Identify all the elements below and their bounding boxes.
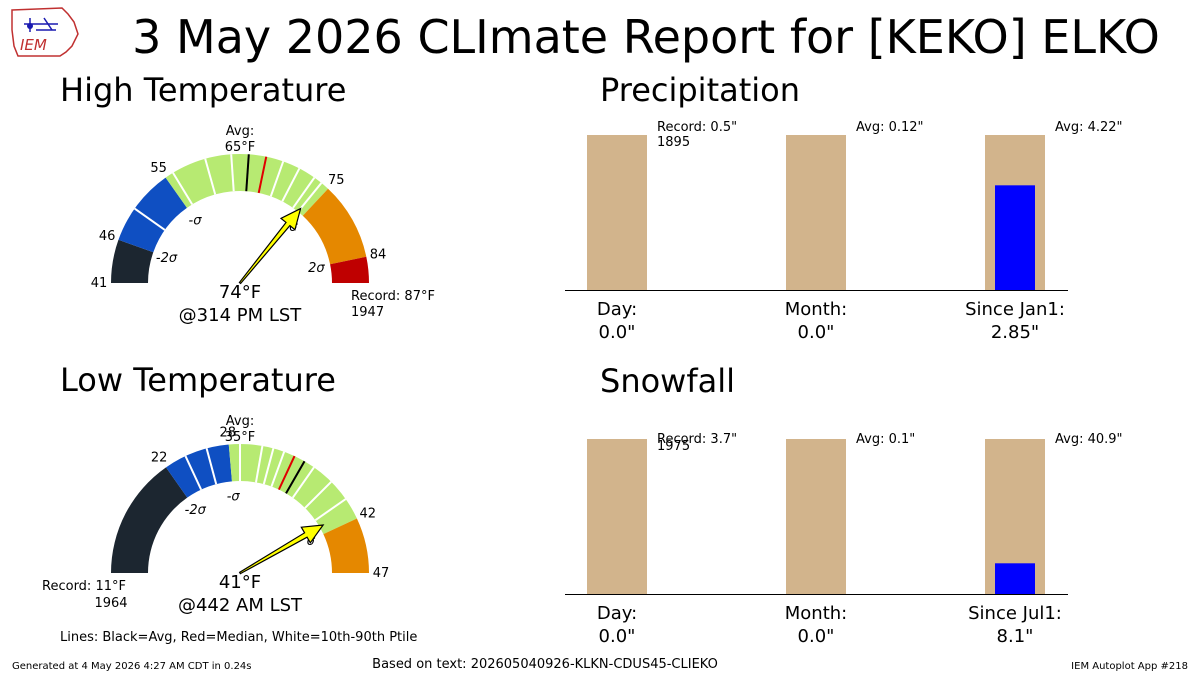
gauge-sigma-label: -2σ — [185, 503, 207, 518]
ptile-line — [292, 177, 316, 209]
low-temp-title: Low Temperature — [60, 361, 336, 399]
ptile-line — [134, 207, 166, 231]
high-temp-observed: 74°F — [219, 282, 261, 303]
gauge-tick-label: 55 — [150, 161, 167, 176]
gauge-band — [228, 444, 357, 535]
snowfall-record-year: 1975 — [657, 439, 690, 454]
low-temp-avg-label: Avg: — [226, 414, 254, 429]
gauge-tick-label: 41 — [91, 276, 108, 291]
low-temp-record: Record: 11°F — [42, 579, 126, 594]
bar-value-label: 0.0" — [798, 322, 835, 343]
ptile-line — [184, 455, 203, 491]
bar-value-label: 0.0" — [599, 626, 636, 647]
ptile-line — [254, 445, 264, 483]
bar-avg-label: Avg: 40.9" — [1055, 432, 1123, 447]
lines-legend-note: Lines: Black=Avg, Red=Median, White=10th… — [60, 630, 417, 645]
high-temp-title: High Temperature — [60, 71, 346, 109]
snowfall-chart: Snowfall Day:0.0"Record: 3.7"Month:0.0"A… — [565, 362, 1123, 647]
footer-based-on: Based on text: 202605040926-KLKN-CDUS45-… — [372, 657, 718, 672]
ptile-line — [205, 448, 218, 485]
ptile-line — [172, 172, 194, 205]
avg-bar — [587, 135, 647, 290]
gauge-needle — [238, 524, 325, 575]
avg-line — [245, 154, 250, 192]
bar-value-label: 2.85" — [991, 322, 1039, 343]
gauge-tick-label: 42 — [360, 506, 377, 521]
bar-value-label: 0.0" — [798, 626, 835, 647]
high-temp-record: Record: 87°F — [351, 289, 435, 304]
bar-avg-label: Record: 3.7" — [657, 432, 737, 447]
gauge-band — [111, 239, 154, 283]
gauge-sigma-label: 2σ — [308, 261, 325, 276]
bar-value-label: 0.0" — [599, 322, 636, 343]
bar-avg-label: Avg: 0.1" — [856, 432, 915, 447]
bar-category-label: Since Jan1: — [965, 299, 1065, 320]
footer-generated: Generated at 4 May 2026 4:27 AM CDT in 0… — [12, 661, 252, 672]
avg-bar — [587, 439, 647, 594]
high-temp-avg-value: 65°F — [225, 140, 256, 155]
gauge-needle — [238, 207, 302, 285]
precipitation-title: Precipitation — [600, 71, 800, 109]
median-line — [277, 455, 296, 491]
high-temp-gauge: High Temperature Avg: 65°F 41 46 55 75 84 -2σ… — [60, 71, 435, 326]
low-temp-record-year: 1964 — [94, 596, 127, 611]
low-temp-avg-value: 35°F — [225, 430, 256, 445]
high-temp-time: @314 PM LST — [179, 305, 303, 326]
precipitation-record-year: 1895 — [657, 135, 690, 150]
avg-line — [285, 460, 306, 494]
median-line — [257, 156, 268, 194]
gauge-band — [323, 518, 369, 573]
ptile-line — [262, 448, 275, 485]
snowfall-title: Snowfall — [600, 362, 735, 400]
gauge-band — [330, 256, 369, 283]
ptile-line — [204, 158, 217, 195]
gauge-tick-label: 84 — [370, 247, 387, 262]
observed-bar — [995, 563, 1035, 594]
bar-category-label: Day: — [597, 603, 637, 624]
ptile-line — [297, 182, 323, 213]
gauge-tick-label: 22 — [151, 450, 168, 465]
gauge-band — [302, 188, 367, 265]
bar-category-label: Since Jul1: — [968, 603, 1062, 624]
ptile-line — [269, 161, 285, 197]
gauge-sigma-label: -σ — [189, 213, 203, 228]
gauge-band — [118, 177, 187, 253]
gauge-tick-label: 28 — [219, 426, 236, 441]
observed-bar — [995, 185, 1035, 290]
high-temp-avg-label: Avg: — [226, 124, 254, 139]
gauge-tick-label: 46 — [99, 229, 116, 244]
low-temp-gauge: Low Temperature Avg: 35°F 22284247-2σ-σσ… — [42, 361, 389, 616]
bar-category-label: Month: — [785, 603, 847, 624]
ptile-line — [230, 154, 235, 192]
footer-app: IEM Autoplot App #218 — [1071, 661, 1188, 672]
ptile-line — [270, 451, 286, 487]
bar-avg-label: Record: 0.5" — [657, 120, 737, 135]
bar-category-label: Day: — [597, 299, 637, 320]
gauge-sigma-label: -2σ — [156, 251, 178, 266]
gauge-sigma-label: -σ — [227, 489, 241, 504]
low-temp-observed: 41°F — [219, 572, 261, 593]
precipitation-chart: Precipitation Day:0.0"Record: 0.5"Month:… — [565, 71, 1123, 343]
iem-logo: IEM — [11, 7, 79, 57]
logo-text: IEM — [20, 36, 47, 54]
page-title: 3 May 2026 CLImate Report for [KEKO] ELK… — [132, 10, 1160, 64]
ptile-line — [304, 481, 332, 509]
avg-bar — [786, 439, 846, 594]
bar-category-label: Month: — [785, 299, 847, 320]
gauge-tick-label: 47 — [373, 566, 390, 581]
ptile-line — [314, 498, 347, 522]
avg-bar — [786, 135, 846, 290]
gauge-band — [111, 467, 188, 573]
bar-value-label: 8.1" — [997, 626, 1034, 647]
high-temp-record-year: 1947 — [351, 305, 384, 320]
gauge-band — [166, 444, 232, 498]
low-temp-time: @442 AM LST — [178, 595, 303, 616]
gauge-tick-label: 75 — [328, 173, 345, 188]
ptile-line — [291, 466, 315, 499]
bar-avg-label: Avg: 0.12" — [856, 120, 924, 135]
ptile-line — [281, 168, 301, 202]
bar-avg-label: Avg: 4.22" — [1055, 120, 1123, 135]
